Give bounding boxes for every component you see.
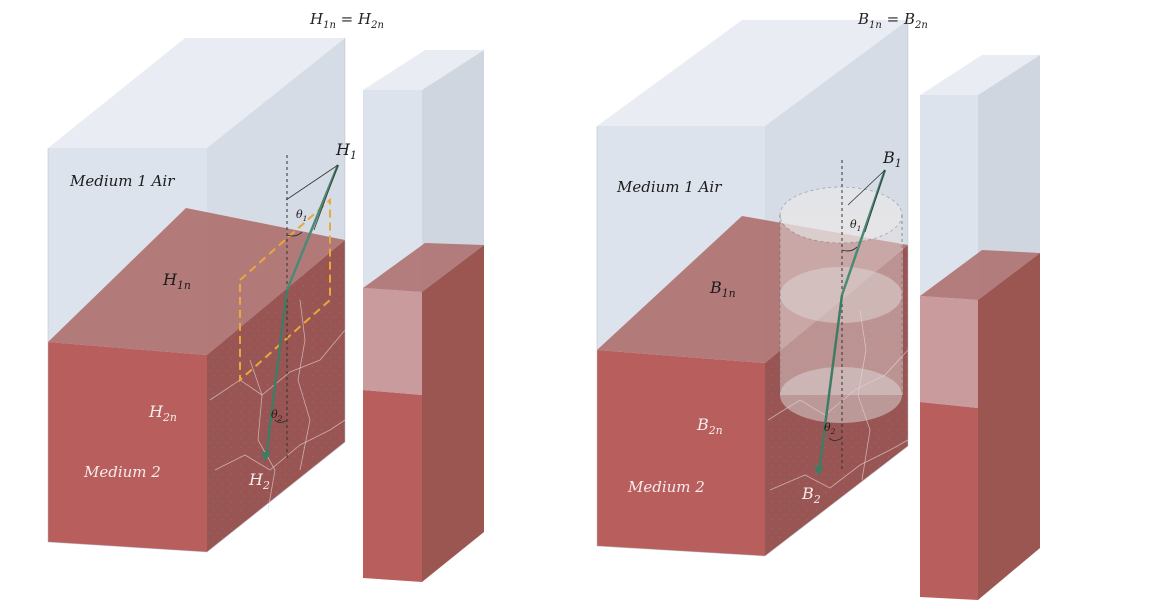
left-h2-vector (264, 289, 289, 459)
right-b2-vector (817, 294, 844, 473)
left-dipole-field (207, 240, 345, 552)
left-theta2-arc (274, 419, 288, 423)
right-medium-front (597, 350, 765, 556)
left-h2-label: H2 (249, 470, 270, 493)
left-slab-medium-front (363, 390, 422, 582)
left-gauss-loop (239, 197, 331, 383)
left-medium2-label: Medium 2 (84, 463, 161, 481)
left-h1-vector (285, 164, 340, 291)
left-thin-slab (363, 50, 484, 582)
right-theta1-label: θ1 (850, 218, 862, 234)
h-boundary-equation: H1n = H2n (310, 10, 384, 31)
right-theta2-arc (828, 437, 843, 441)
left-h2-arrowhead (261, 452, 271, 462)
right-slab-medium-front (920, 402, 978, 600)
right-b1-label: B1 (883, 148, 902, 171)
left-h1-label: H1 (336, 140, 357, 163)
left-medium1-label: Medium 1 Air (70, 172, 175, 190)
right-air-top (597, 20, 908, 126)
right-theta1-arc (841, 246, 858, 252)
right-medium1-label: Medium 1 Air (617, 178, 722, 196)
left-medium-top (48, 208, 345, 355)
right-medium-top (597, 216, 908, 363)
right-b2n-label: B2n (697, 415, 723, 438)
left-block (47, 38, 346, 553)
right-medium2-label: Medium 2 (628, 478, 705, 496)
right-b2-label: B2 (802, 484, 821, 507)
left-h1n-label: H1n (163, 270, 191, 293)
left-h2n-label: H2n (149, 402, 177, 425)
right-theta2-label: θ2 (824, 421, 836, 437)
right-thin-slab (920, 55, 1040, 600)
right-b2-arrowhead (814, 466, 824, 476)
left-theta2-label: θ2 (271, 408, 283, 424)
left-air-top (48, 38, 345, 148)
left-medium-front (48, 342, 207, 552)
right-b1n-label: B1n (710, 278, 736, 301)
right-b1-vector (840, 169, 887, 296)
b-boundary-equation: B1n = B2n (858, 10, 928, 31)
left-theta1-arc (286, 231, 303, 237)
left-theta1-label: θ1 (296, 208, 308, 224)
